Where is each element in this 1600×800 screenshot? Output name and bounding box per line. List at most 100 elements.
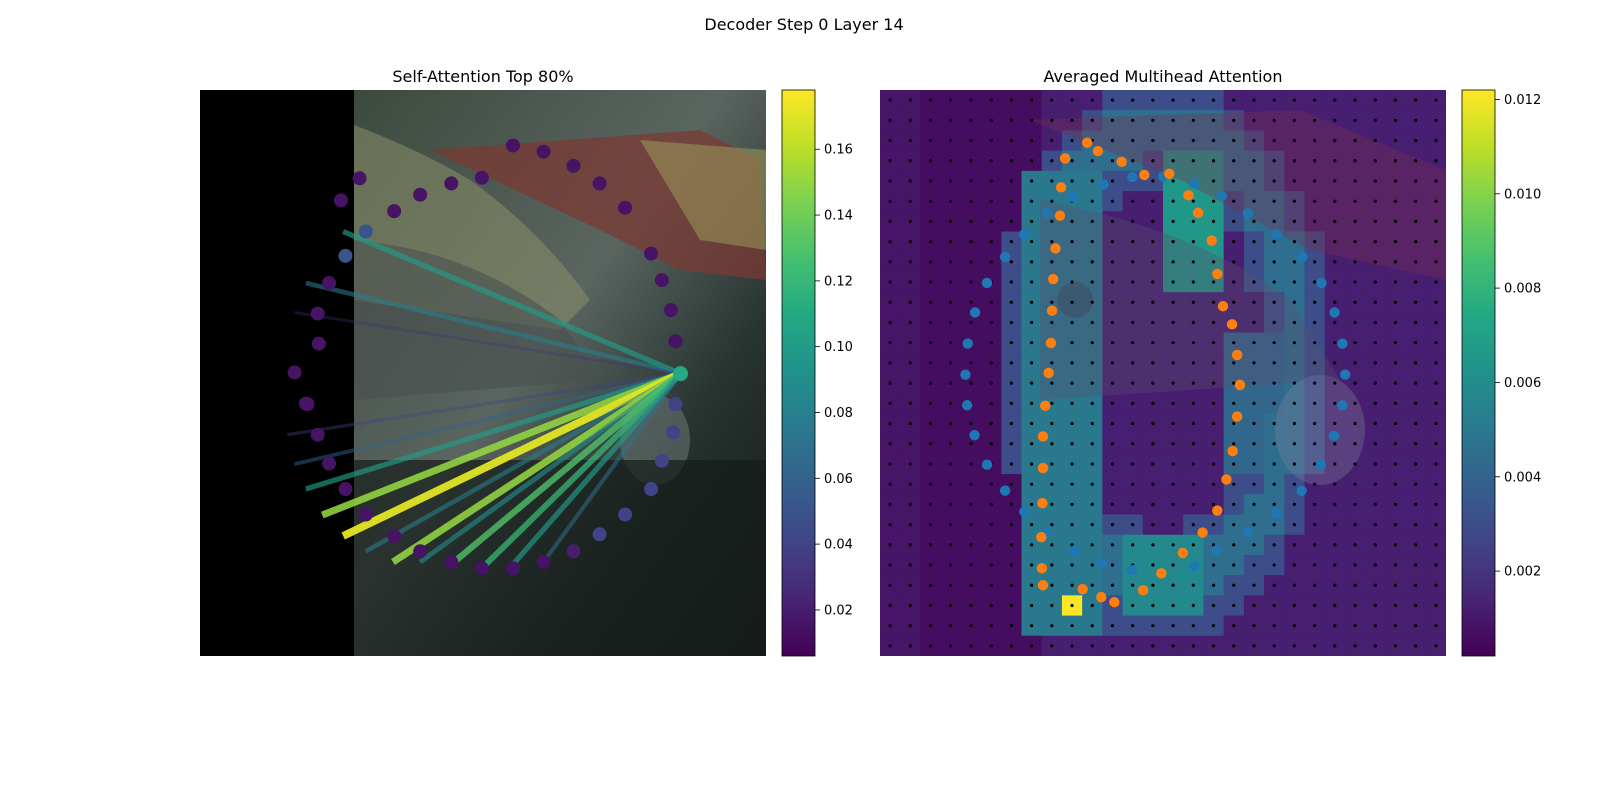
grid-dot [908, 624, 912, 628]
grid-dot [949, 260, 953, 264]
orange-point [1231, 349, 1243, 361]
orange-point [1226, 319, 1238, 330]
grid-dot [1373, 421, 1377, 426]
grid-dot [989, 644, 993, 648]
grid-dot [1313, 381, 1317, 385]
grid-dot [908, 502, 912, 506]
grid-dot [1252, 138, 1256, 143]
grid-dot [1353, 644, 1357, 648]
grid-dot [1333, 138, 1337, 143]
grid-dot [1434, 603, 1438, 608]
grid-dot [1373, 442, 1377, 446]
grid-dot [928, 543, 933, 547]
grid-dot [1009, 361, 1013, 365]
orange-point [1037, 431, 1049, 442]
grid-dot [1030, 118, 1034, 122]
grid-dot [1171, 502, 1175, 506]
grid-dot [1353, 300, 1357, 304]
grid-dot [1252, 583, 1256, 587]
grid-dot [1333, 421, 1337, 426]
grid-dot [1110, 644, 1115, 648]
grid-dot [1333, 603, 1337, 608]
grid-dot [908, 523, 912, 527]
grid-dot [1191, 138, 1195, 143]
orange-point [1040, 400, 1051, 412]
grid-dot [1272, 98, 1276, 102]
grid-dot [1434, 219, 1438, 223]
grid-dot [1090, 523, 1094, 527]
grid-dot [1009, 462, 1013, 466]
grid-dot [1232, 300, 1236, 304]
grid-dot [1009, 300, 1013, 304]
grid-dot [969, 240, 973, 244]
blue-point [1019, 506, 1030, 517]
orange-point [1037, 580, 1049, 591]
grid-dot [1110, 624, 1115, 628]
grid-dot [1434, 98, 1438, 102]
grid-dot [1070, 462, 1074, 466]
grid-dot [1272, 563, 1276, 567]
grid-dot [1110, 260, 1115, 264]
grid-dot [908, 138, 912, 143]
grid-dot [989, 240, 993, 244]
grid-dot [1090, 421, 1094, 426]
grid-dot [888, 341, 892, 345]
grid-dot [1090, 603, 1094, 608]
grid-dot [1009, 159, 1013, 163]
grid-dot [1050, 543, 1054, 547]
grid-dot [1393, 320, 1398, 325]
attention-point [644, 482, 659, 497]
grid-dot [1151, 240, 1155, 244]
grid-dot [1353, 381, 1357, 385]
grid-dot [969, 159, 973, 163]
grid-dot [1171, 260, 1175, 264]
grid-dot [1414, 563, 1418, 567]
grid-dot [1191, 341, 1195, 345]
attention-point [654, 453, 669, 468]
grid-dot [1232, 159, 1236, 163]
grid-dot [1434, 462, 1438, 466]
grid-dot [1272, 138, 1276, 143]
grid-dot [1393, 462, 1398, 466]
orange-point [1043, 367, 1054, 379]
grid-dot [949, 563, 953, 567]
colorbar-tick-label: 0.008 [1504, 282, 1541, 297]
orange-point [1197, 527, 1208, 538]
grid-dot [1050, 421, 1054, 426]
grid-dot [1272, 280, 1276, 284]
grid-dot [928, 300, 933, 304]
grid-dot [1151, 502, 1155, 506]
attention-link [479, 371, 683, 571]
grid-dot [1151, 583, 1155, 587]
grid-dot [969, 442, 973, 446]
grid-dot [969, 624, 973, 628]
blue-point [1019, 229, 1030, 240]
grid-dot [1353, 280, 1357, 284]
grid-dot [969, 361, 973, 365]
grid-dot [1030, 543, 1034, 547]
grid-dot [1151, 624, 1155, 628]
grid-dot [1373, 159, 1377, 163]
grid-dot [1009, 199, 1013, 203]
grid-dot [1292, 401, 1296, 405]
grid-dot [1333, 341, 1337, 345]
grid-dot [1131, 138, 1135, 143]
grid-dot [908, 118, 912, 122]
colorbar-ticks: 0.002 0.004 0.006 0.008 0.010 0.012 [1495, 93, 1541, 580]
grid-dot [1009, 482, 1013, 486]
grid-dot [1110, 421, 1115, 426]
grid-dot [1110, 199, 1115, 203]
grid-dot [1373, 462, 1377, 466]
grid-dot [1414, 442, 1418, 446]
blue-point [969, 430, 980, 441]
grid-dot [1151, 523, 1155, 527]
blue-point [1242, 208, 1254, 219]
grid-dot [1414, 260, 1418, 264]
grid-dot [1009, 644, 1013, 648]
grid-dot [989, 219, 993, 223]
attention-point [666, 425, 681, 440]
grid-dot [1070, 644, 1074, 648]
grid-dot [1171, 300, 1175, 304]
blue-point [1315, 459, 1327, 470]
grid-dot [989, 300, 993, 304]
